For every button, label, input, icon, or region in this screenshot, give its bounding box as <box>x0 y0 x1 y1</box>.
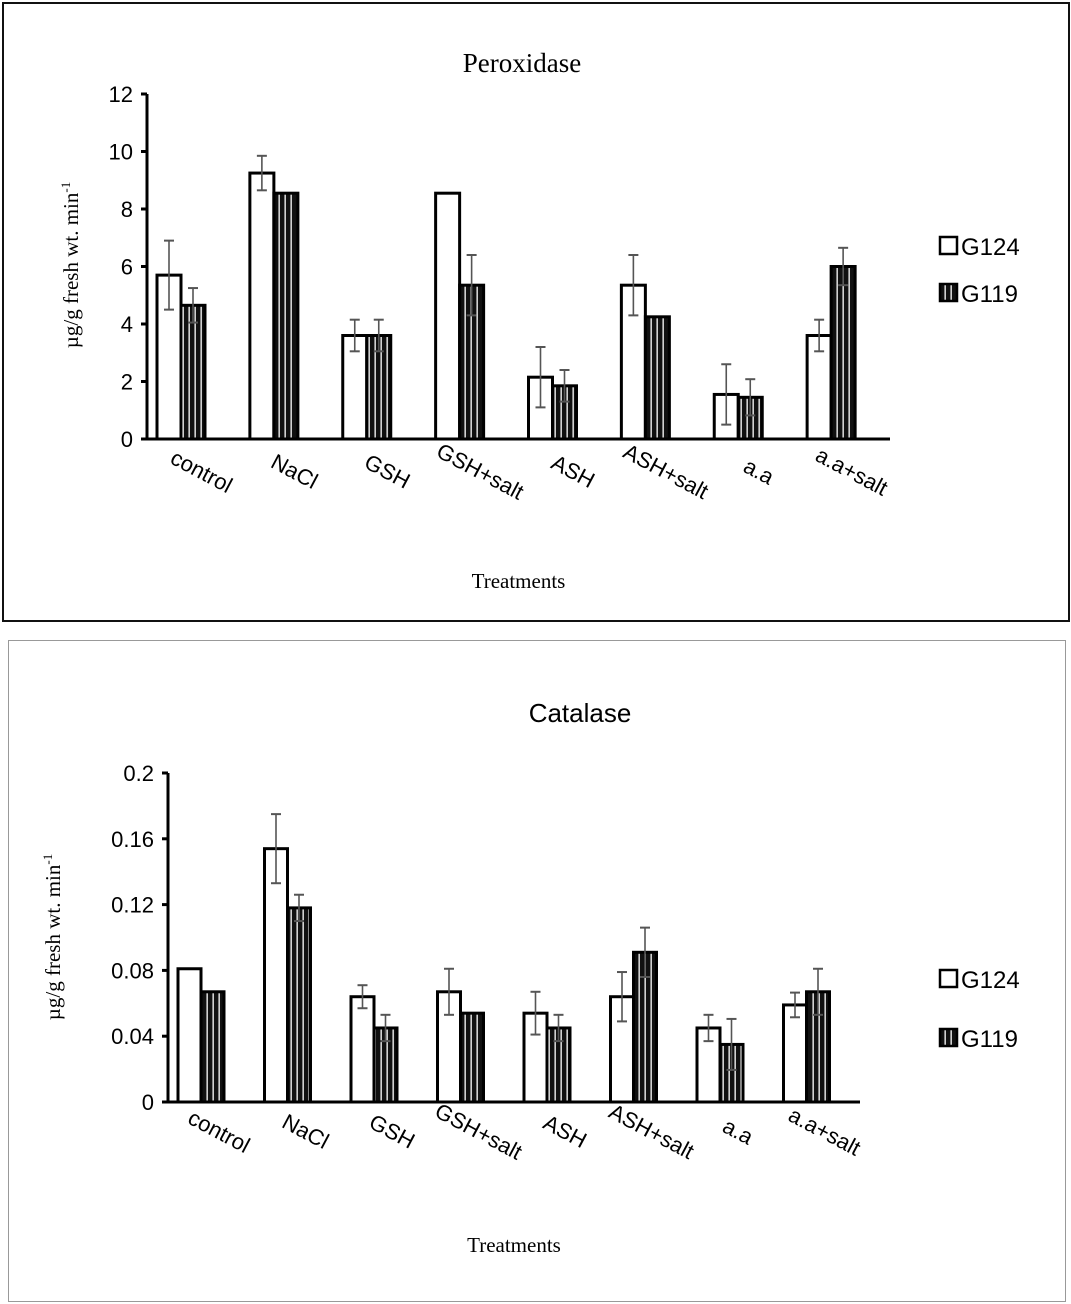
legend-swatch-g124 <box>938 968 959 989</box>
category-label: GSH <box>365 1109 419 1153</box>
category-label: GSH+salt <box>433 438 528 505</box>
bar-g124-GSH <box>349 995 376 1104</box>
bar-g119-NaCl <box>286 906 312 1104</box>
legend-label-g119: G119 <box>961 1026 1018 1053</box>
bar-g124-a.a+salt <box>782 1003 808 1104</box>
chart-title: Catalase <box>529 698 632 728</box>
y-axis-label-superscript: -1 <box>58 182 73 193</box>
y-axis-label-text: µg/g fresh wt. min <box>59 192 83 348</box>
bar-g124-NaCl <box>248 171 276 441</box>
category-label: NaCl <box>267 449 322 494</box>
category-label: a.a+salt <box>812 442 892 501</box>
y-tick-label: 0.2 <box>123 761 154 786</box>
y-tick-label: 0 <box>121 427 133 452</box>
legend-swatch-g119 <box>938 282 959 303</box>
y-axis-label: µg/g fresh wt. min-1 <box>58 182 83 348</box>
bar-g119-NaCl <box>272 191 300 441</box>
legend-label-g124: G124 <box>961 967 1020 994</box>
y-axis-label: µg/g fresh wt. min-1 <box>40 854 65 1020</box>
bar-g124-NaCl <box>263 847 289 1104</box>
y-tick-label: 4 <box>121 312 133 337</box>
chart-title: Peroxidase <box>463 48 581 78</box>
y-tick-label: 8 <box>121 197 133 222</box>
y-tick-label: 0 <box>142 1090 154 1115</box>
y-axis-label-superscript: -1 <box>40 854 55 865</box>
category-label: control <box>184 1105 254 1158</box>
category-label: a.a <box>739 453 778 490</box>
category-label: a.a <box>719 1113 758 1150</box>
bar-g119-control <box>179 303 207 441</box>
y-tick-label: 2 <box>121 370 133 395</box>
y-tick-label: 0.08 <box>111 958 154 983</box>
bar-g124-control <box>176 967 203 1104</box>
peroxidase-chart: Peroxidase 0 2 4 6 8 10 12 control NaCl GSH GSH+sal… <box>58 48 1020 593</box>
y-tick-label: 10 <box>109 140 133 165</box>
y-tick-label: 6 <box>121 255 133 280</box>
bar-g119-a.a+salt <box>829 265 857 441</box>
category-label: ASH <box>539 1110 591 1153</box>
legend-label-g124: G124 <box>961 234 1020 261</box>
x-axis-label: Treatments <box>472 569 566 593</box>
y-tick-label: 0.12 <box>111 893 154 918</box>
legend-swatch-g119 <box>938 1027 959 1048</box>
category-label: ASH+salt <box>619 439 712 504</box>
bar-g119-GSH+salt <box>459 1011 485 1104</box>
legend-swatch-g124 <box>938 235 959 256</box>
category-label: control <box>167 445 237 498</box>
y-tick-label: 0.16 <box>111 827 154 852</box>
category-label: GSH <box>360 449 414 493</box>
catalase-chart: Catalase 0 0.04 0.08 0.12 0.16 0.2 control NaCl G… <box>40 698 1020 1257</box>
category-label: NaCl <box>278 1109 333 1154</box>
category-label: ASH <box>547 450 599 493</box>
category-label: a.a+salt <box>784 1102 864 1161</box>
x-axis-label: Treatments <box>467 1233 561 1257</box>
bar-g119-control <box>199 990 226 1104</box>
legend-label-g119: G119 <box>961 281 1018 308</box>
bar-g124-GSH+salt <box>434 191 462 441</box>
y-tick-label: 12 <box>109 82 133 107</box>
y-tick-label: 0.04 <box>111 1024 154 1049</box>
y-axis-label-text: µg/g fresh wt. min <box>41 864 65 1020</box>
category-label: ASH+salt <box>605 1099 698 1164</box>
category-label: GSH+salt <box>431 1098 526 1165</box>
bar-g119-ASH+salt <box>643 315 671 441</box>
